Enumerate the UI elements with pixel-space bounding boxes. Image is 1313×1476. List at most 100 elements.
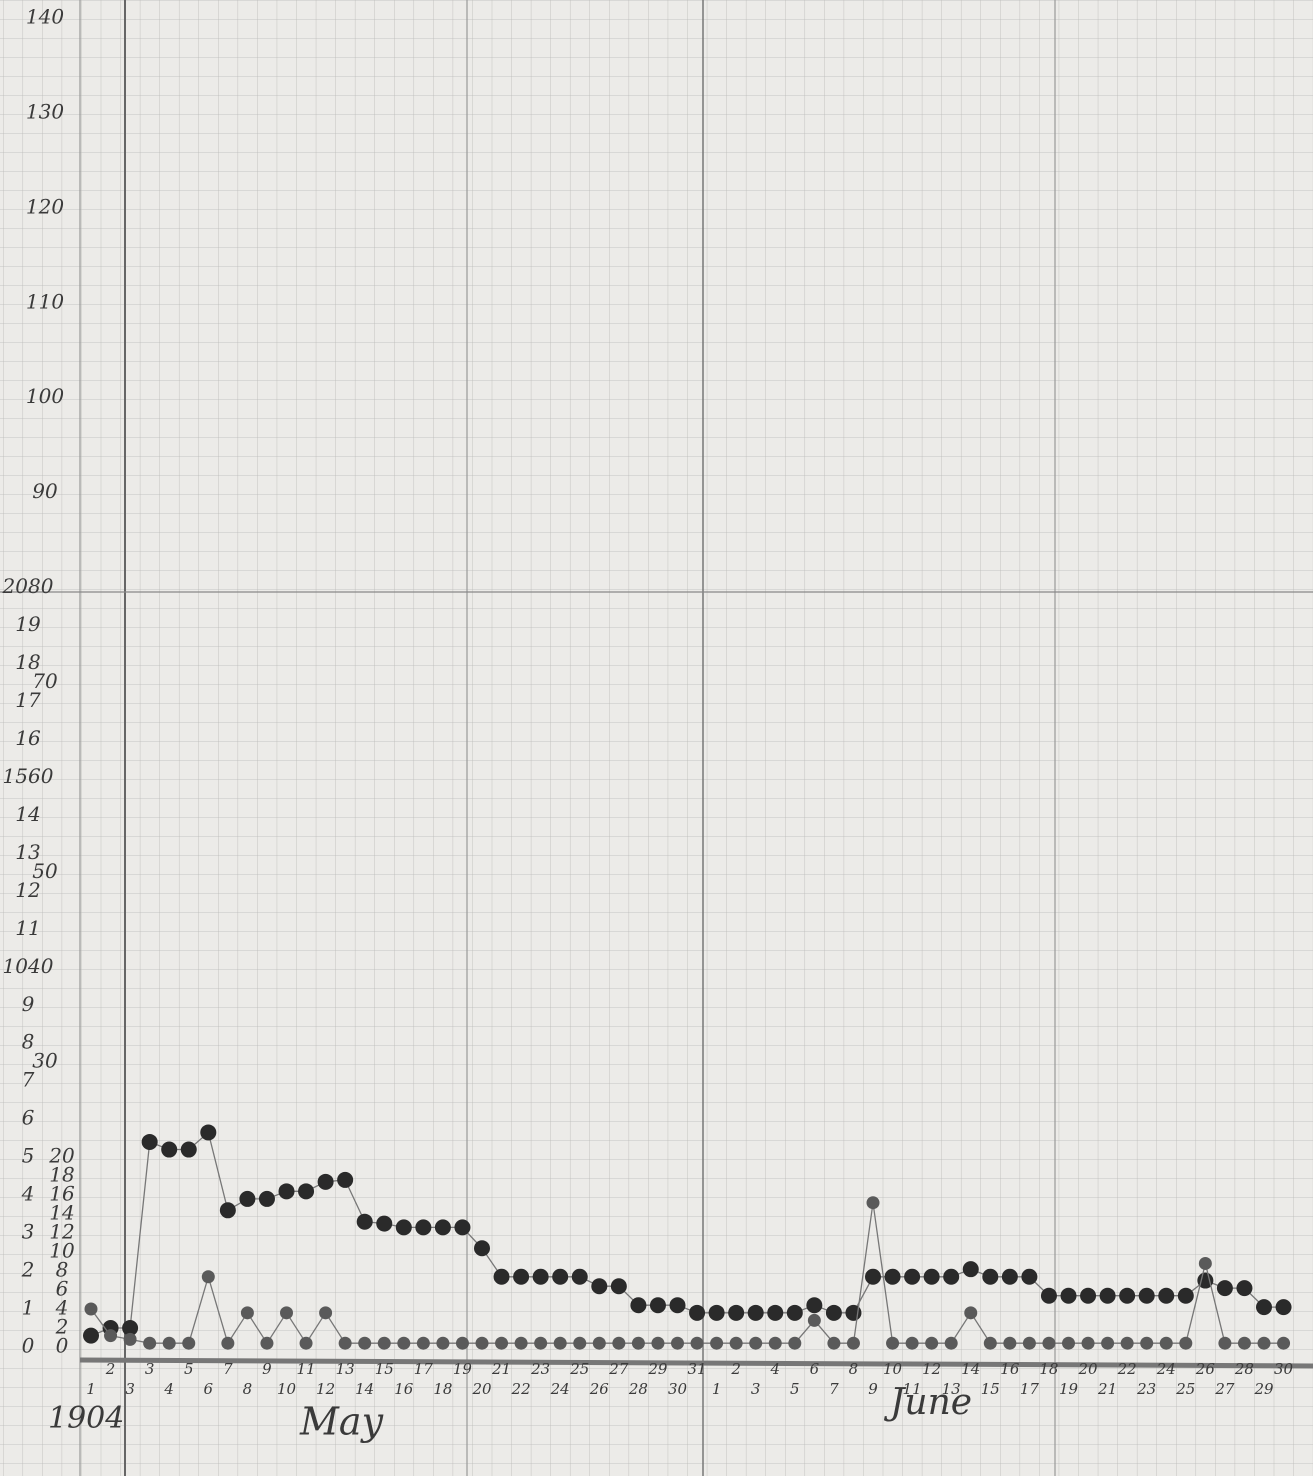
data-point [259, 1191, 275, 1207]
data-point [436, 1337, 449, 1350]
data-point [181, 1142, 197, 1158]
x-tick-label: 17 [1020, 1380, 1040, 1398]
y-tick-label: 16 [15, 726, 41, 750]
y-tick-label: 100 [26, 384, 64, 408]
x-tick-label: 30 [668, 1380, 688, 1398]
x-tick-label: 23 [530, 1360, 550, 1378]
data-point [513, 1269, 529, 1285]
x-tick-label: 21 [1097, 1380, 1117, 1398]
y-tick-label: 11 [15, 916, 40, 940]
x-tick-label: 18 [1039, 1360, 1058, 1378]
y-tick-label: 120 [26, 194, 64, 218]
x-tick-label: 3 [751, 1380, 761, 1398]
x-tick-label: 10 [883, 1360, 903, 1378]
y-tick-label: 3 [22, 1220, 35, 1244]
data-point [904, 1269, 920, 1285]
data-point [515, 1337, 528, 1350]
y-tick-label: 14 [15, 802, 40, 826]
data-point [260, 1337, 273, 1350]
data-point [456, 1337, 469, 1350]
x-tick-label: 23 [1136, 1380, 1156, 1398]
x-tick-label: 8 [849, 1360, 859, 1378]
data-point [279, 1183, 295, 1199]
data-point [435, 1219, 451, 1235]
data-point [298, 1183, 314, 1199]
data-point [104, 1329, 117, 1342]
y-tick-label: 130 [26, 99, 64, 123]
data-point [1119, 1288, 1135, 1304]
x-tick-label: 9 [262, 1360, 272, 1378]
data-point [593, 1337, 606, 1350]
y-tick-label: 19 [15, 612, 41, 636]
data-point [124, 1333, 137, 1346]
y-tick-label: 90 [32, 479, 58, 503]
x-tick-label: 5 [790, 1380, 800, 1398]
x-tick-label: 7 [223, 1360, 233, 1378]
data-point [1041, 1288, 1057, 1304]
data-point [612, 1337, 625, 1350]
x-tick-label: 30 [1274, 1360, 1294, 1378]
data-point [397, 1337, 410, 1350]
data-point [554, 1337, 567, 1350]
data-point [1178, 1288, 1194, 1304]
data-point [182, 1337, 195, 1350]
data-point [318, 1174, 334, 1190]
x-tick-label: 5 [184, 1360, 194, 1378]
data-point [963, 1261, 979, 1277]
data-point [474, 1240, 490, 1256]
x-tick-label: 4 [163, 1380, 174, 1398]
data-point [221, 1337, 234, 1350]
data-point [494, 1269, 510, 1285]
data-point [476, 1337, 489, 1350]
data-point [1238, 1337, 1251, 1350]
data-point [534, 1337, 547, 1350]
x-tick-label: 18 [433, 1380, 452, 1398]
data-point [709, 1305, 725, 1321]
x-tick-label: 15 [981, 1380, 1000, 1398]
data-point [1002, 1269, 1018, 1285]
x-tick-label: 27 [1214, 1380, 1235, 1398]
x-tick-label: 12 [922, 1360, 941, 1378]
data-point [163, 1337, 176, 1350]
data-point [572, 1269, 588, 1285]
y-tick-label: 50 [32, 859, 58, 883]
data-point [691, 1337, 704, 1350]
y-tick-label: 70 [32, 669, 58, 693]
data-point [161, 1142, 177, 1158]
x-tick-label: 26 [589, 1380, 610, 1398]
data-point [787, 1305, 803, 1321]
data-point [827, 1337, 840, 1350]
x-tick-label: 24 [1156, 1360, 1176, 1378]
data-point [1003, 1337, 1016, 1350]
x-tick-label: 1 [86, 1380, 96, 1398]
x-tick-label: 3 [125, 1380, 135, 1398]
y-tick-label: 140 [26, 5, 64, 29]
y-tick-label: 1040 [3, 954, 54, 978]
y-tick-label: 1560 [3, 764, 54, 788]
y-tick-label: 5 [22, 1144, 35, 1168]
data-point [730, 1337, 743, 1350]
data-point [1258, 1337, 1271, 1350]
data-point [689, 1305, 705, 1321]
x-tick-label: 21 [491, 1360, 511, 1378]
x-tick-label: 1 [712, 1380, 722, 1398]
data-point [143, 1337, 156, 1350]
x-tick-label: 24 [550, 1380, 570, 1398]
x-tick-label: 17 [414, 1360, 434, 1378]
data-point [630, 1297, 646, 1313]
data-point [788, 1337, 801, 1350]
x-tick-label: 19 [453, 1360, 473, 1378]
data-point [865, 1269, 881, 1285]
x-tick-label: 20 [1078, 1360, 1099, 1378]
page: {"chart_data": {"type": "line", "year": … [0, 0, 1313, 1476]
y-tick-label: 0 [22, 1334, 35, 1358]
data-point [358, 1337, 371, 1350]
data-point [417, 1337, 430, 1350]
x-tick-label: 25 [569, 1360, 589, 1378]
data-point [1061, 1288, 1077, 1304]
data-point [376, 1216, 392, 1232]
data-point [1062, 1337, 1075, 1350]
y-tick-label: 9 [22, 992, 35, 1016]
x-tick-label: 29 [647, 1360, 668, 1378]
data-point [728, 1305, 744, 1321]
